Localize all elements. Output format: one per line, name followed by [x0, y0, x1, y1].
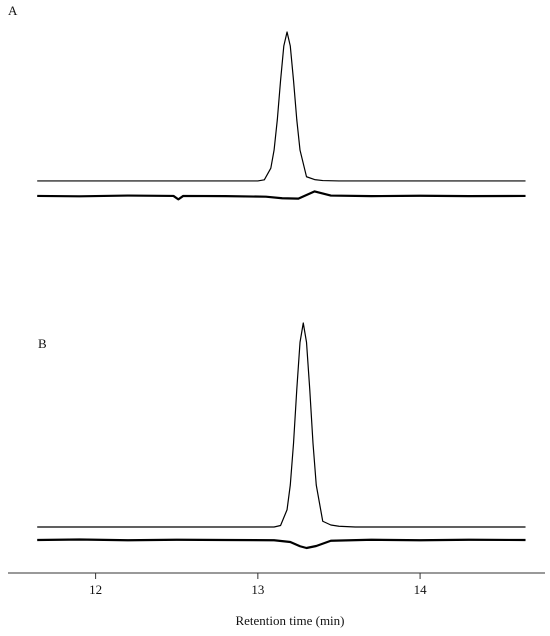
x-tick-label: 14 — [414, 582, 428, 597]
trace — [37, 31, 526, 182]
x-tick-label: 13 — [251, 582, 264, 597]
x-axis-label: Retention time (min) — [235, 613, 344, 628]
panel-label: A — [8, 3, 18, 18]
trace — [37, 322, 526, 528]
trace — [37, 538, 526, 550]
panel-label: B — [38, 336, 47, 351]
trace — [37, 190, 526, 201]
x-tick-label: 12 — [89, 582, 102, 597]
